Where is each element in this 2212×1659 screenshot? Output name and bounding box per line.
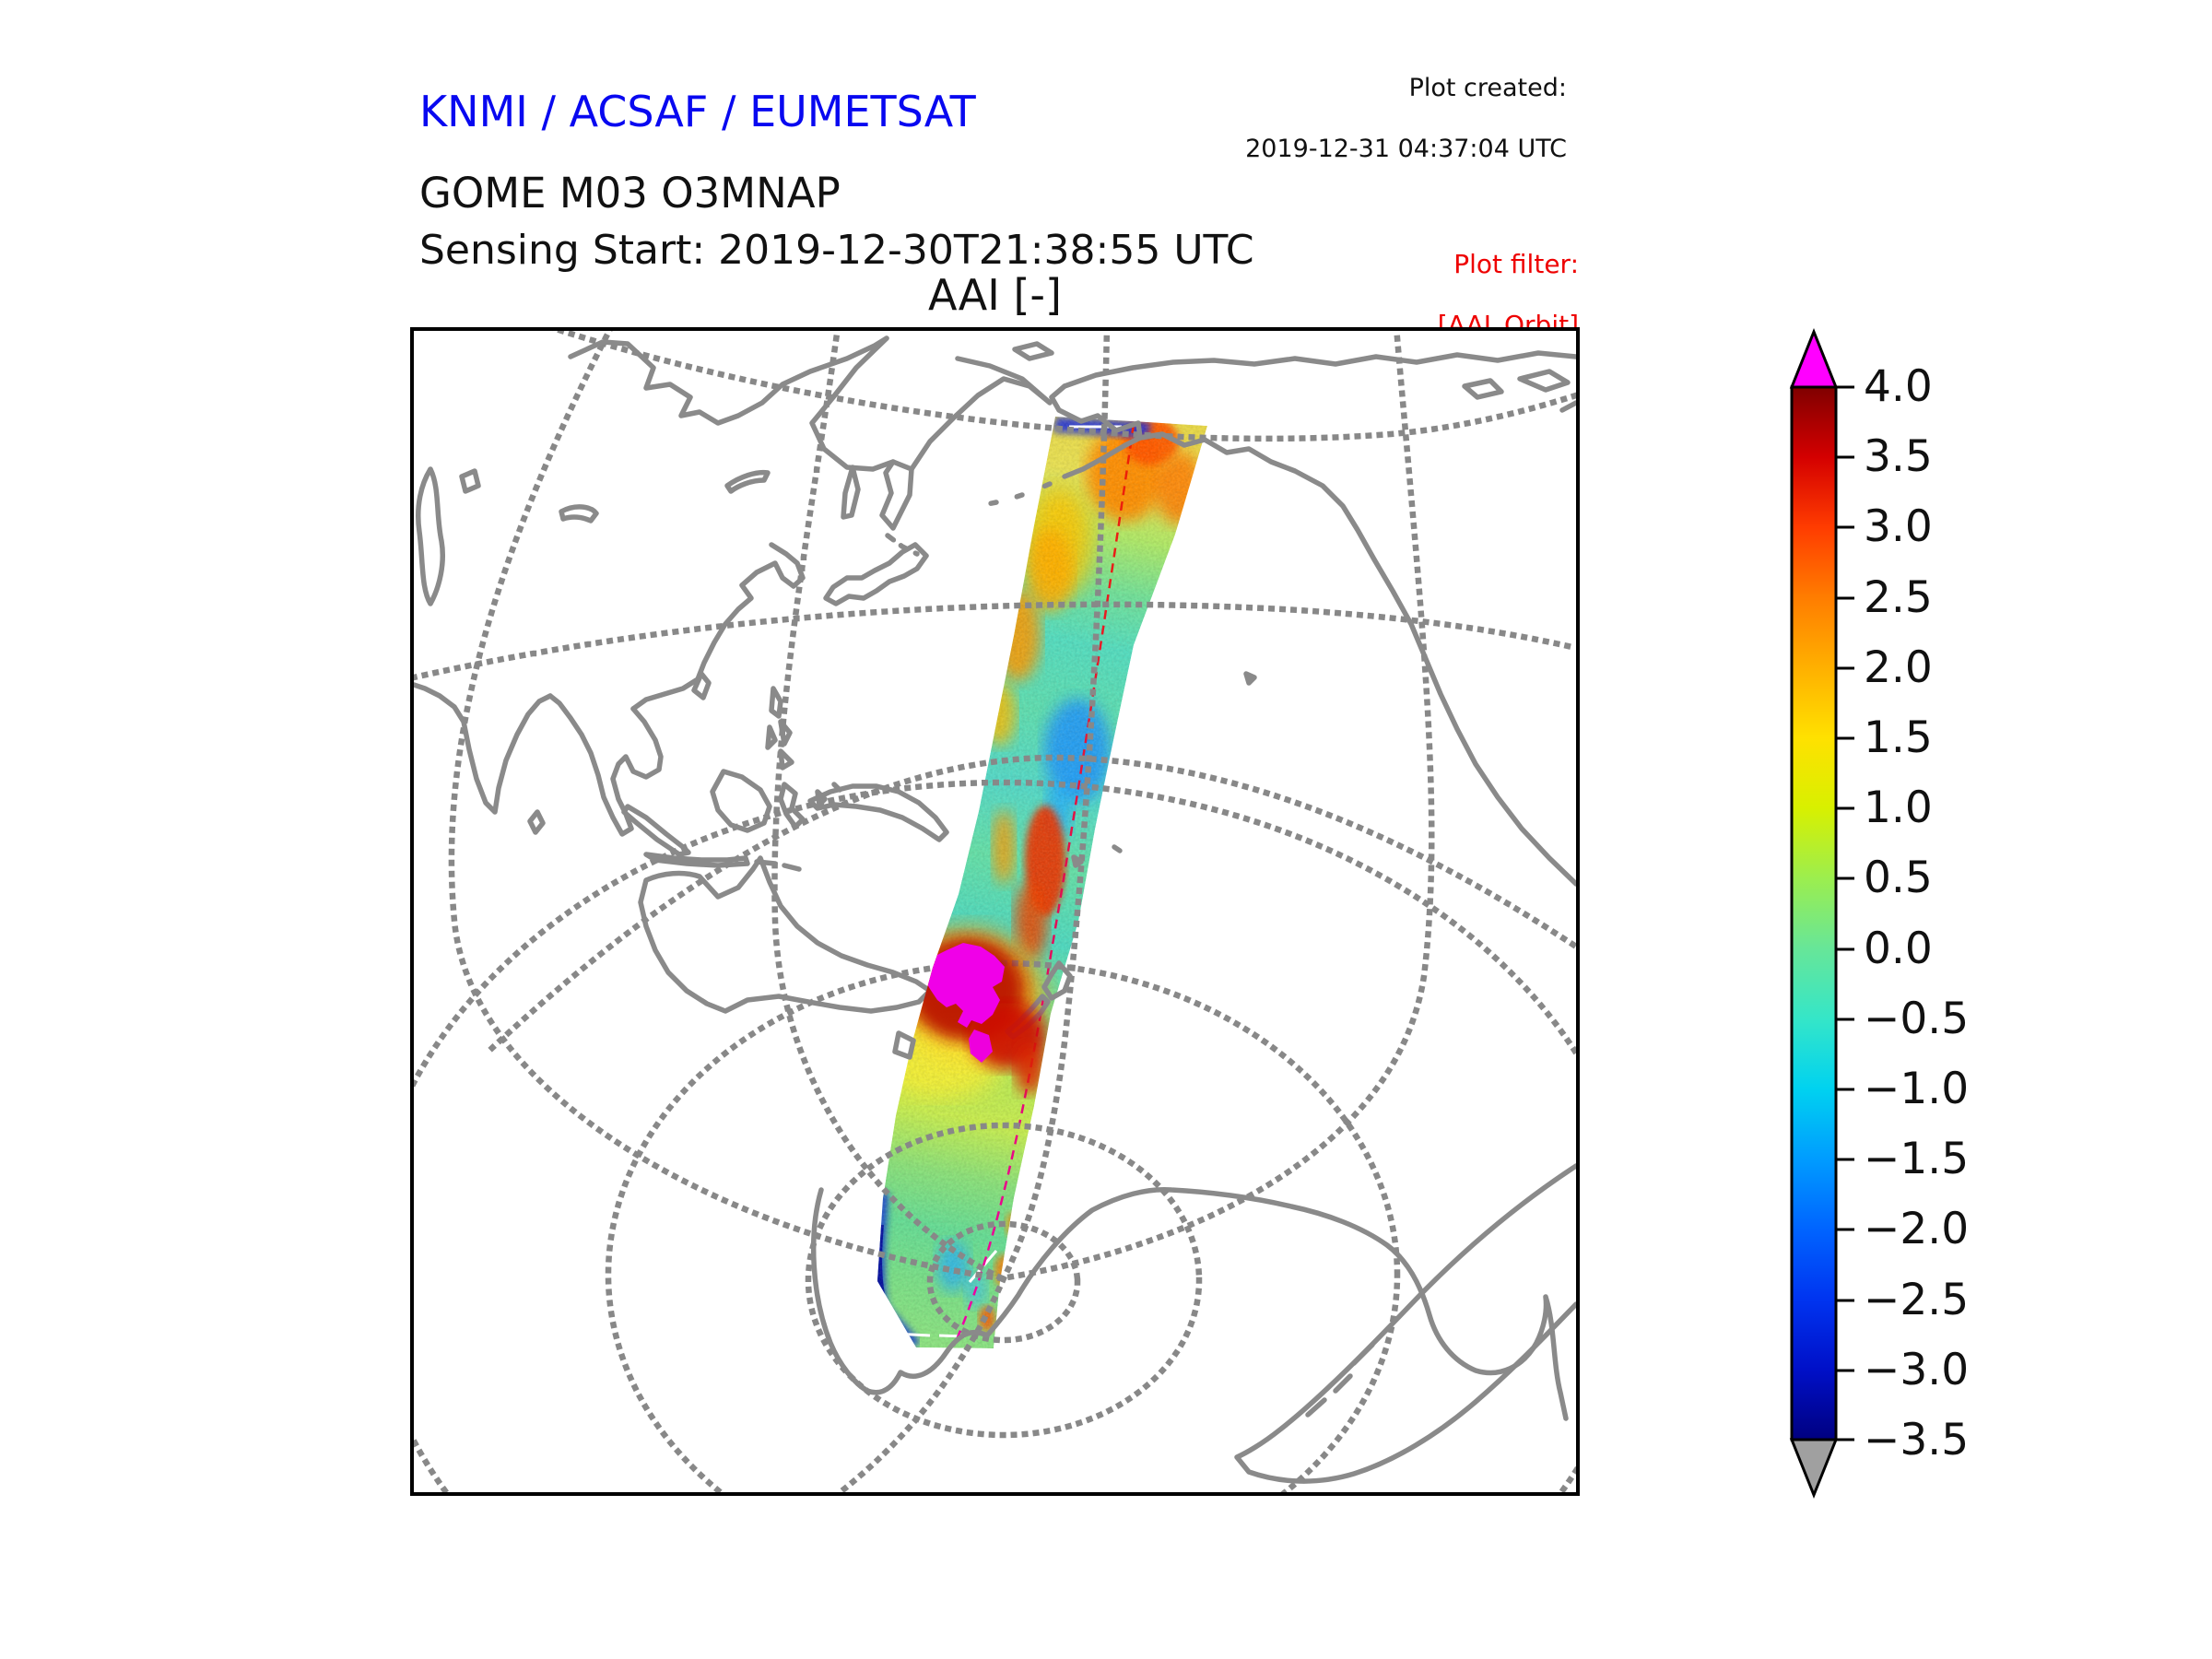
plot-filter-line: Plot filter: [1453,249,1579,280]
tasmania [892,1030,916,1060]
arctic-islands [1012,341,1576,413]
japan [823,542,929,606]
pacific-islands [1071,844,1123,868]
colorbar-tick-label: 4.0 [1864,361,1933,412]
map-plot-frame [410,327,1580,1496]
kamchatka [879,459,914,531]
colorbar-tick-label: −3.5 [1864,1415,1970,1465]
colorbar-tick-label: 1.0 [1864,782,1933,833]
colorbar-under-arrow [1789,1438,1839,1500]
new-guinea [807,783,949,842]
india-coast [414,682,553,815]
plot-created-value: 2019-12-31 04:37:04 UTC [1245,134,1567,163]
china-coast [630,542,806,712]
sensing-start-label: Sensing Start: 2019-12-30T21:38:55 UTC [419,227,1254,274]
plot-created-timestamp: Plot created: 2019-12-31 04:37:04 UTC [1230,74,1567,165]
java [643,852,750,868]
kuril-islands [885,533,920,557]
borneo [710,769,772,833]
colorbar-tick-label: 3.5 [1864,431,1933,482]
equator-line [488,754,1576,1053]
colorbar-tick-label: −1.5 [1864,1134,1970,1184]
arctic-coast [1062,350,1576,389]
colorbar-tick-label: −3.0 [1864,1345,1970,1395]
colorbar-tick-label: 2.0 [1864,642,1933,693]
sumatra [621,804,691,857]
axes-title: AAI [-] [928,270,1062,320]
world-map-plot [414,331,1576,1492]
colorbar-ticks [1836,385,1854,1441]
colorbar-tick-label: 3.0 [1864,501,1933,552]
subsatellite-track-line [952,423,1135,1347]
colorbar-tick-labels: 4.0 3.5 3.0 2.5 2.0 1.5 1.0 0.5 0.0 −0.5… [1856,313,2059,1530]
colorbar-tick-label: 0.5 [1864,853,1933,903]
plot-created-label: Plot created: [1408,74,1567,102]
colorbar-tick-label: 0.0 [1864,924,1933,974]
south-america-coast [1234,1163,1576,1484]
sri-lanka [527,809,546,835]
chile-islands [1305,1342,1375,1418]
aral-sea [459,468,481,494]
chukotka-coast [909,356,1053,472]
philippines [765,686,794,771]
lake-baikal [724,469,771,494]
product-title: GOME M03 O3MNAP [419,169,841,218]
colorbar-gradient-bar [1790,385,1838,1441]
colorbar-tick-label: −2.5 [1864,1275,1970,1325]
sulawesi [778,782,806,830]
colorbar [1789,327,1854,1500]
graticule [414,331,1576,1492]
tasman-smoke-plume [910,938,1047,1094]
coastlines [414,335,1576,1484]
siberia-coast [568,335,889,426]
taiwan [691,671,712,700]
colorbar-tick-label: −2.0 [1864,1204,1970,1254]
colorbar-tick-label: −0.5 [1864,994,1970,1044]
sakhalin [841,465,861,520]
hawaii [1243,671,1257,686]
colorbar-tick-label: 2.5 [1864,572,1933,623]
okhotsk-coast [809,335,896,472]
colorbar-tick-label: 1.5 [1864,712,1933,763]
australia [638,855,933,1014]
aleutian-islands [984,481,1053,507]
north-america-west-coast [1137,431,1576,887]
over-range-magenta-blob [923,943,1005,1028]
colorbar-tick-label: −1.0 [1864,1064,1970,1114]
lake-balkhash [559,504,599,524]
colorbar-over-arrow [1789,327,1839,389]
page-title: KNMI / ACSAF / EUMETSAT [419,87,976,136]
indochina-coast [547,693,664,837]
caspian-sea [416,466,445,606]
alaska-coast [1049,383,1143,479]
